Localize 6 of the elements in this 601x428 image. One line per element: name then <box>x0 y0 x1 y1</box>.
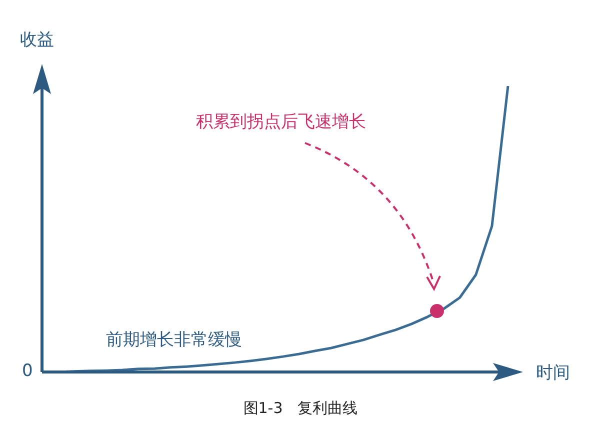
text: 0 <box>22 361 33 381</box>
x-axis-title: 时间 <box>536 362 570 384</box>
text: 图1-3 复利曲线 <box>242 399 359 418</box>
annotation: 前期增长非常缓慢 <box>106 329 242 351</box>
y-axis-title: 收益 <box>20 29 54 51</box>
annotation: 积累到拐点后飞速增长 <box>196 111 366 133</box>
